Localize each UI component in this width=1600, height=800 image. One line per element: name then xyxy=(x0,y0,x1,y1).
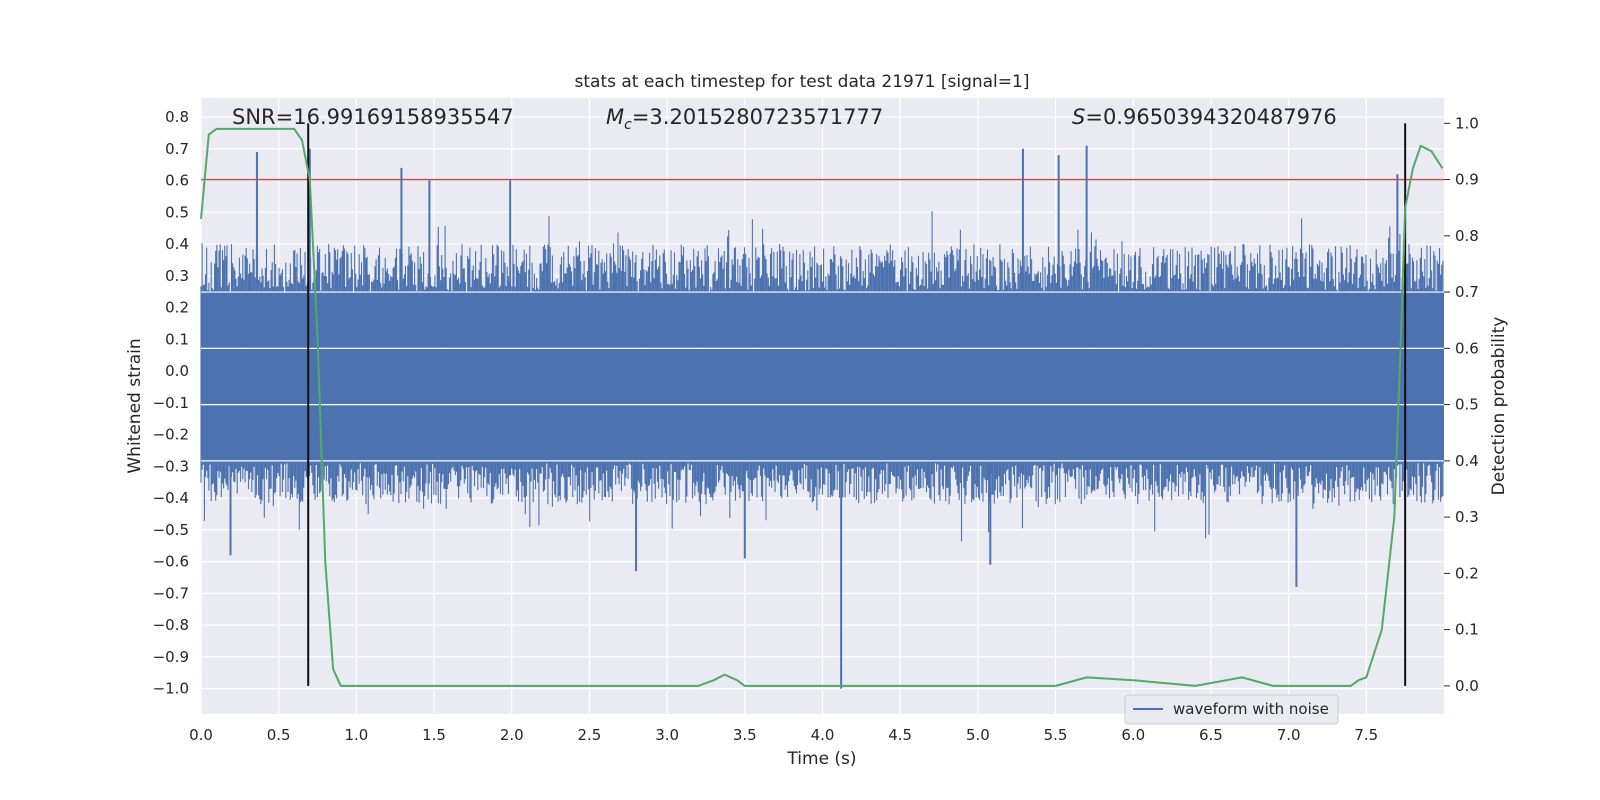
detection-probability-series xyxy=(200,127,1444,687)
y-tick-label: −0.3 xyxy=(153,457,189,475)
x-tick-label: 6.0 xyxy=(1121,726,1145,744)
chirp-mass-value: =3.2015280723571777 xyxy=(632,105,883,129)
y-tick-label: −1.0 xyxy=(153,680,189,698)
x-tick-label: 6.5 xyxy=(1199,726,1223,744)
chirp-mass-symbol: M xyxy=(606,105,624,129)
y-tick-label: 0.5 xyxy=(165,203,189,221)
y-tick-label: −0.6 xyxy=(153,553,189,571)
y-tick-label: 0.4 xyxy=(165,235,189,253)
y-tick-label: 0.7 xyxy=(165,140,189,158)
y-axis-label: Whitened strain xyxy=(125,338,145,473)
x-tick-label: 3.0 xyxy=(655,726,679,744)
y2-tick-label: 0.2 xyxy=(1455,564,1479,582)
y-tick-label: −0.8 xyxy=(153,616,189,634)
y-axis-ticks: 0.8 0.7 0.6 0.5 0.4 0.3 0.2 0.1 0.0 −0.1 −0.2 −0.3 −… xyxy=(153,108,189,698)
y-tick-label: −0.1 xyxy=(153,394,189,412)
y-tick-label: −0.4 xyxy=(153,489,189,507)
waveform-noise xyxy=(200,211,1444,542)
x-tick-label: 2.5 xyxy=(578,726,602,744)
x-tick-label: 5.0 xyxy=(966,726,990,744)
x-tick-label: 0.0 xyxy=(189,726,213,744)
y2-tick-label: 1.0 xyxy=(1455,114,1479,132)
y2-axis-label: Detection probability xyxy=(1489,317,1509,496)
y2-tick-label: 0.0 xyxy=(1455,677,1479,695)
x-tick-label: 1.0 xyxy=(344,726,368,744)
y2-tick-label: 0.1 xyxy=(1455,621,1479,639)
legend-box xyxy=(1124,694,1339,725)
y-tick-label: −0.7 xyxy=(153,584,189,602)
x-tick-label: 4.5 xyxy=(888,726,912,744)
x-tick-label: 7.0 xyxy=(1277,726,1301,744)
legend-label: waveform with noise xyxy=(1173,700,1329,718)
waveform-series xyxy=(200,145,1444,689)
x-tick-label: 0.5 xyxy=(267,726,291,744)
s-annotation: S=0.9650394320487976 xyxy=(1072,105,1337,129)
x-tick-label: 4.0 xyxy=(811,726,835,744)
y2-tick-label: 0.5 xyxy=(1455,396,1479,414)
y2-tick-label: 0.8 xyxy=(1455,227,1479,245)
x-tick-label: 7.5 xyxy=(1354,726,1378,744)
snr-annotation: SNR=16.99169158935547 xyxy=(232,105,514,129)
y2-tick-label: 0.7 xyxy=(1455,283,1479,301)
y-tick-label: −0.5 xyxy=(153,521,189,539)
y-tick-label: 0.1 xyxy=(165,330,189,348)
y-tick-label: −0.2 xyxy=(153,426,189,444)
x-tick-label: 3.5 xyxy=(733,726,757,744)
x-axis-label: Time (s) xyxy=(786,749,856,769)
y-tick-label: 0.6 xyxy=(165,172,189,190)
s-symbol: S xyxy=(1072,105,1085,129)
x-tick-label: 5.5 xyxy=(1044,726,1068,744)
y-tick-label: 0.8 xyxy=(165,108,189,126)
x-tick-label: 1.5 xyxy=(422,726,446,744)
x-axis-ticks: 0.0 0.5 1.0 1.5 2.0 2.5 3.0 3.5 4.0 4.5 5.0 5.5 6.0 6… xyxy=(189,726,1378,744)
y-tick-label: 0.3 xyxy=(165,267,189,285)
chirp-mass-subscript: c xyxy=(624,117,632,133)
y-tick-label: 0.2 xyxy=(165,299,189,317)
overlay-lines xyxy=(201,123,1444,686)
y-tick-label: −0.9 xyxy=(153,648,189,666)
y2-tick-label: 0.3 xyxy=(1455,508,1479,526)
s-value: =0.9650394320487976 xyxy=(1085,105,1336,129)
chirp-mass-annotation: Mc=3.2015280723571777 xyxy=(606,105,883,133)
y-tick-label: 0.0 xyxy=(165,362,189,380)
legend: waveform with noise xyxy=(1124,694,1339,725)
chart-title: stats at each timestep for test data 219… xyxy=(575,72,1030,92)
detection-probability-line xyxy=(200,127,1444,687)
x-tick-label: 2.0 xyxy=(500,726,524,744)
y2-tick-label: 0.9 xyxy=(1455,171,1479,189)
y2-axis-ticks: 1.0 0.9 0.8 0.7 0.6 0.5 0.4 0.3 0.2 0.1 0.0 xyxy=(1444,114,1479,695)
y2-tick-label: 0.4 xyxy=(1455,452,1479,470)
y2-tick-label: 0.6 xyxy=(1455,339,1479,357)
